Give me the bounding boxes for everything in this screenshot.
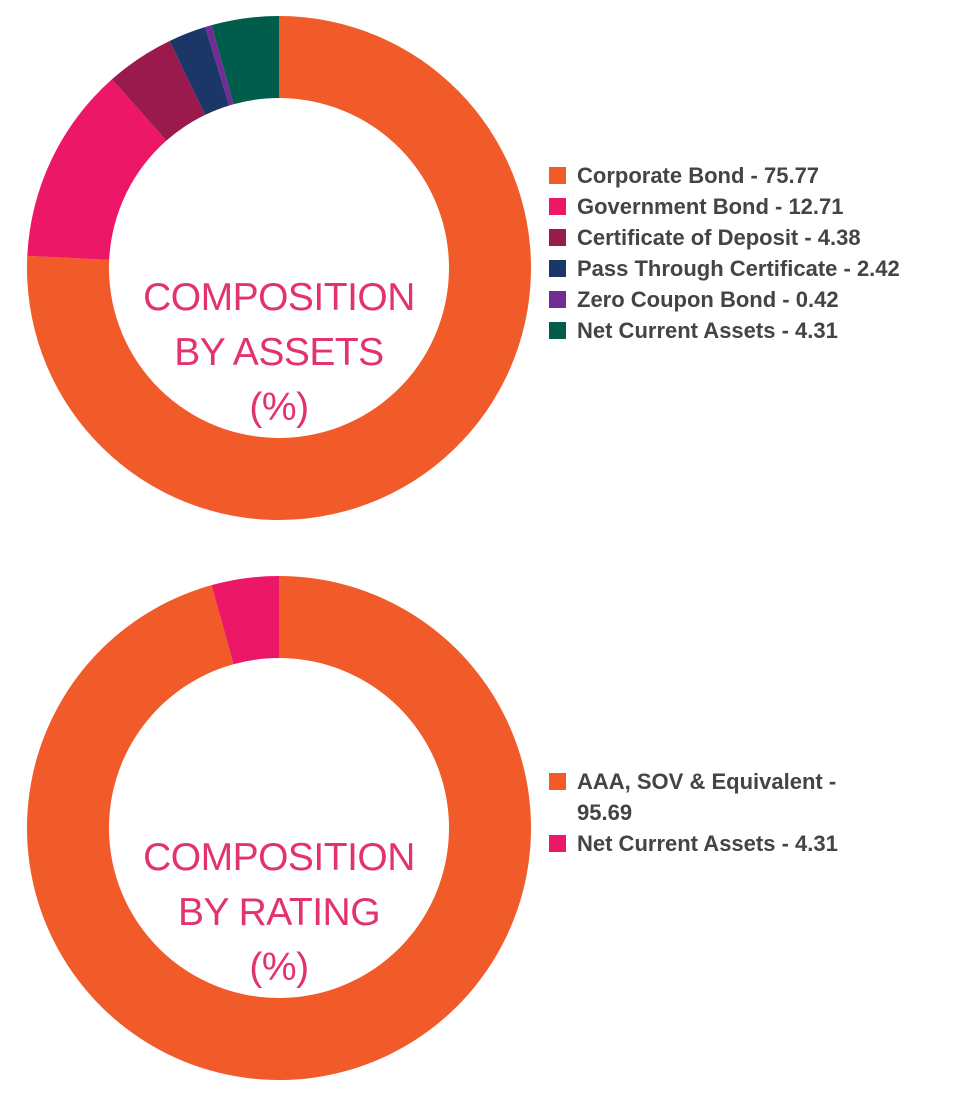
center-title-line: COMPOSITION <box>143 836 415 879</box>
legend-swatch <box>549 198 566 215</box>
legend-item: Certificate of Deposit - 4.38 <box>549 222 939 253</box>
legend-item: Corporate Bond - 75.77 <box>549 160 939 191</box>
donut-slice-corporate-bond <box>26 16 532 520</box>
donut-slice-zero-coupon-bond <box>205 25 234 106</box>
legend-label: Net Current Assets - 4.31 <box>577 831 838 856</box>
donut-slice-pass-through-certificate <box>169 27 230 115</box>
center-title-line: (%) <box>249 386 309 429</box>
rating-donut-chart: COMPOSITION BY RATING (%) AAA, SOV & Equ… <box>0 560 955 1100</box>
assets-center-title: COMPOSITION BY ASSETS (%) <box>109 270 449 435</box>
assets-donut-svg <box>26 16 532 520</box>
legend-item: Zero Coupon Bond - 0.42 <box>549 284 939 315</box>
legend-label: Certificate of Deposit - 4.38 <box>577 225 861 250</box>
legend-item: Government Bond - 12.71 <box>549 191 939 222</box>
legend-swatch <box>549 260 566 277</box>
assets-legend: Corporate Bond - 75.77 Government Bond - … <box>549 160 939 346</box>
donut-slice-aaa-sov-equivalent <box>26 576 532 1080</box>
legend-item: AAA, SOV & Equivalent - 95.69 <box>549 766 859 828</box>
legend-label: Corporate Bond - 75.77 <box>577 163 820 188</box>
rating-legend: AAA, SOV & Equivalent - 95.69 Net Current… <box>549 766 859 859</box>
donut-slice-net-current-assets <box>211 576 279 665</box>
legend-label: Net Current Assets - 4.31 <box>577 318 838 343</box>
legend-swatch <box>549 835 566 852</box>
rating-donut-svg <box>26 576 532 1080</box>
legend-swatch <box>549 322 566 339</box>
legend-label: Government Bond - 12.71 <box>577 194 844 219</box>
assets-donut-chart: COMPOSITION BY ASSETS (%) Corporate Bond… <box>0 0 955 540</box>
legend-swatch <box>549 229 566 246</box>
legend-label: AAA, SOV & Equivalent - 95.69 <box>577 769 837 825</box>
legend-swatch <box>549 167 566 184</box>
center-title-line: COMPOSITION <box>143 276 415 319</box>
legend-item: Net Current Assets - 4.31 <box>549 828 859 859</box>
donut-slice-net-current-assets <box>211 16 279 105</box>
legend-item: Net Current Assets - 4.31 <box>549 315 939 346</box>
legend-item: Pass Through Certificate - 2.42 <box>549 253 939 284</box>
center-title-line: BY ASSETS <box>174 331 384 374</box>
donut-slice-government-bond <box>27 79 167 260</box>
center-title-line: BY RATING <box>177 891 381 934</box>
legend-swatch <box>549 773 566 790</box>
center-title-line: (%) <box>249 946 309 989</box>
legend-label: Zero Coupon Bond - 0.42 <box>577 287 839 312</box>
donut-slice-certificate-of-deposit <box>112 41 206 141</box>
rating-center-title: COMPOSITION BY RATING (%) <box>109 830 449 995</box>
legend-swatch <box>549 291 566 308</box>
legend-label: Pass Through Certificate - 2.42 <box>577 256 900 281</box>
